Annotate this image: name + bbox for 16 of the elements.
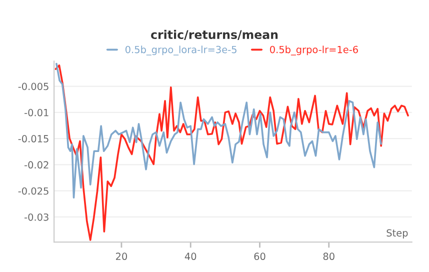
y-tick-label: -0.005	[18, 82, 48, 90]
y-tick-label: -0.015	[18, 135, 48, 142]
chart-title: critic/returns/mean	[151, 30, 278, 40]
x-axis-title: Step	[386, 229, 408, 238]
x-tick-label: 60	[254, 252, 266, 260]
legend-label: 0.5b_grpo_lora-lr=3e-5	[125, 46, 236, 56]
legend-label: 0.5b_grpo-lr=1e-6	[270, 46, 358, 56]
y-tick-label: -0.03	[24, 213, 48, 221]
y-tick-label: -0.01	[24, 108, 48, 116]
line-series	[56, 62, 382, 199]
y-tick-label: -0.025	[18, 187, 48, 195]
x-tick-label: 40	[184, 252, 196, 260]
line-series	[54, 64, 409, 241]
x-tick-label: 20	[116, 252, 128, 260]
y-tick-label: -0.02	[24, 161, 48, 169]
x-tick-label: 80	[323, 252, 334, 260]
